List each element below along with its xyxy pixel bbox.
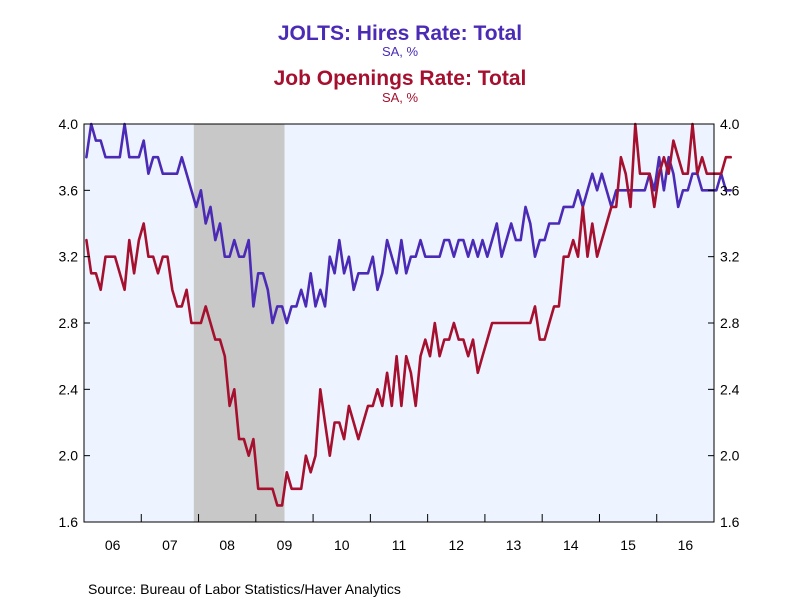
chart-title-openings: Job Openings Rate: Total: [274, 67, 527, 90]
y-tick-label-left: 2.8: [59, 315, 79, 331]
x-tick-label: 14: [563, 537, 579, 553]
x-tick-label: 10: [334, 537, 350, 553]
axis-layer: 1.6 1.6 2.0 2.0 2.4 2.4 2.8 2.8 3.2 3.2 3.6 3.6 4.0 4…: [59, 116, 740, 553]
series-line-job-openings-rate: [85, 122, 733, 507]
x-tick-label: 13: [506, 537, 522, 553]
y-tick-label-left: 4.0: [59, 116, 79, 132]
x-tick-label: 11: [392, 537, 407, 553]
source-note: Source: Bureau of Labor Statistics/Haver…: [88, 581, 401, 597]
x-tick-label: 12: [448, 537, 464, 553]
chart-title-hires: JOLTS: Hires Rate: Total: [278, 22, 522, 45]
y-tick-label-left: 2.0: [59, 448, 79, 464]
y-tick-label-right: 1.6: [720, 514, 740, 530]
series-layer: [85, 122, 733, 507]
x-tick-label: 08: [219, 537, 235, 553]
y-tick-label-right: 2.8: [720, 315, 740, 331]
y-tick-label-right: 3.6: [720, 182, 740, 198]
x-tick-label: 06: [105, 537, 121, 553]
plot-area: [84, 124, 714, 522]
y-tick-label-left: 3.6: [59, 182, 79, 198]
y-tick-label-right: 2.0: [720, 448, 740, 464]
y-tick-label-left: 3.2: [59, 249, 79, 265]
y-tick-label-left: 1.6: [59, 514, 79, 530]
recession-shading: [193, 124, 285, 522]
x-tick-label: 15: [620, 537, 636, 553]
x-tick-label: 09: [277, 537, 293, 553]
y-tick-label-left: 2.4: [59, 381, 79, 397]
y-tick-label-right: 4.0: [720, 116, 740, 132]
y-tick-label-right: 3.2: [720, 249, 740, 265]
series-line-hires-rate: [85, 122, 733, 325]
x-tick-label: 16: [678, 537, 694, 553]
chart-subtitle-hires-units: SA, %: [382, 44, 419, 59]
x-tick-label: 07: [162, 537, 178, 553]
chart-subtitle-openings-units: SA, %: [382, 90, 419, 105]
y-tick-label-right: 2.4: [720, 381, 740, 397]
